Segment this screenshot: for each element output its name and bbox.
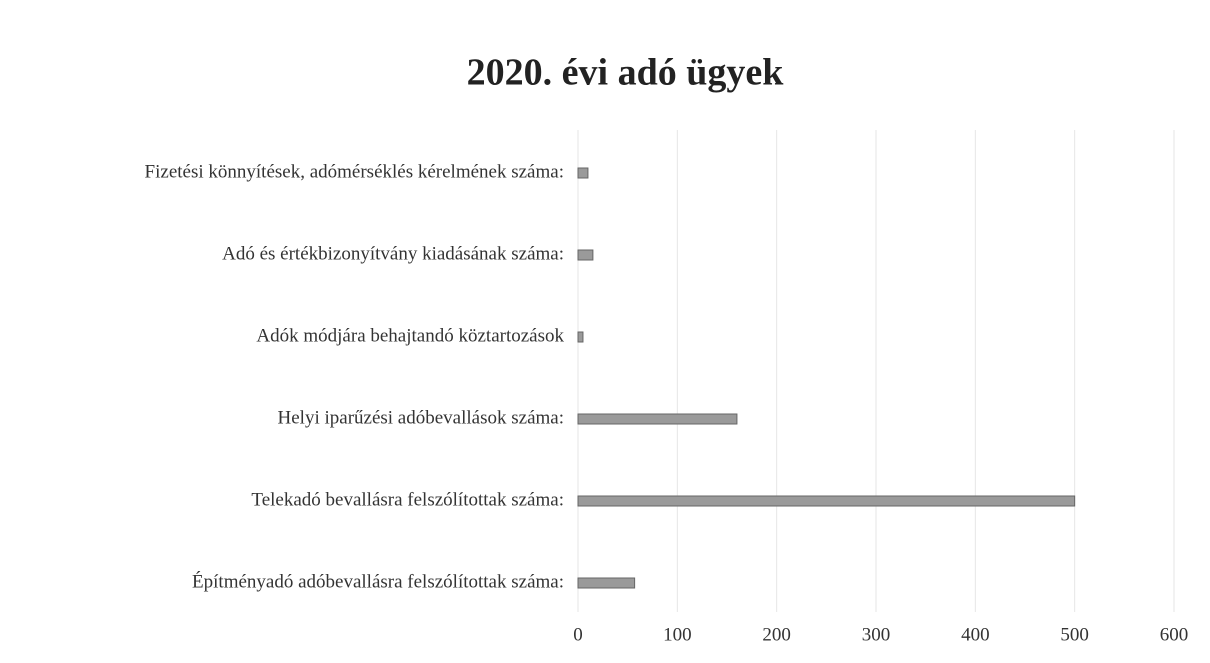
bar bbox=[577, 249, 594, 261]
x-tick-label: 500 bbox=[1060, 624, 1089, 645]
x-tick-label: 200 bbox=[762, 624, 791, 645]
x-tick-label: 0 bbox=[573, 624, 583, 645]
y-tick-label: Adók módjára behajtandó köztartozások bbox=[256, 325, 564, 346]
x-tick-label: 400 bbox=[961, 624, 990, 645]
y-tick-label: Telekadó bevallásra felszólítottak száma… bbox=[251, 489, 564, 510]
bar bbox=[577, 167, 589, 179]
y-tick-label: Adó és értékbizonyítvány kiadásának szám… bbox=[222, 243, 564, 264]
bar bbox=[577, 413, 738, 425]
y-tick-label: Fizetési könnyítések, adómérséklés kérel… bbox=[145, 161, 564, 182]
y-tick-label: Építményadó adóbevallásra felszólítottak… bbox=[192, 570, 564, 592]
x-tick-label: 300 bbox=[862, 624, 891, 645]
bar bbox=[577, 331, 584, 343]
y-tick-label: Helyi iparűzési adóbevallások száma: bbox=[278, 407, 564, 428]
x-tick-label: 600 bbox=[1160, 624, 1189, 645]
bar bbox=[577, 495, 1076, 507]
bar bbox=[577, 577, 636, 589]
chart-title: 2020. évi adó ügyek bbox=[467, 52, 785, 94]
x-tick-label: 100 bbox=[663, 624, 692, 645]
